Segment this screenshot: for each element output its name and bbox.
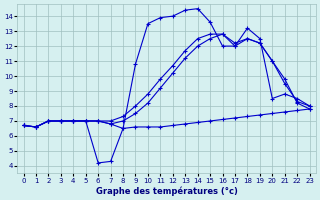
X-axis label: Graphe des températures (°c): Graphe des températures (°c) <box>96 186 237 196</box>
